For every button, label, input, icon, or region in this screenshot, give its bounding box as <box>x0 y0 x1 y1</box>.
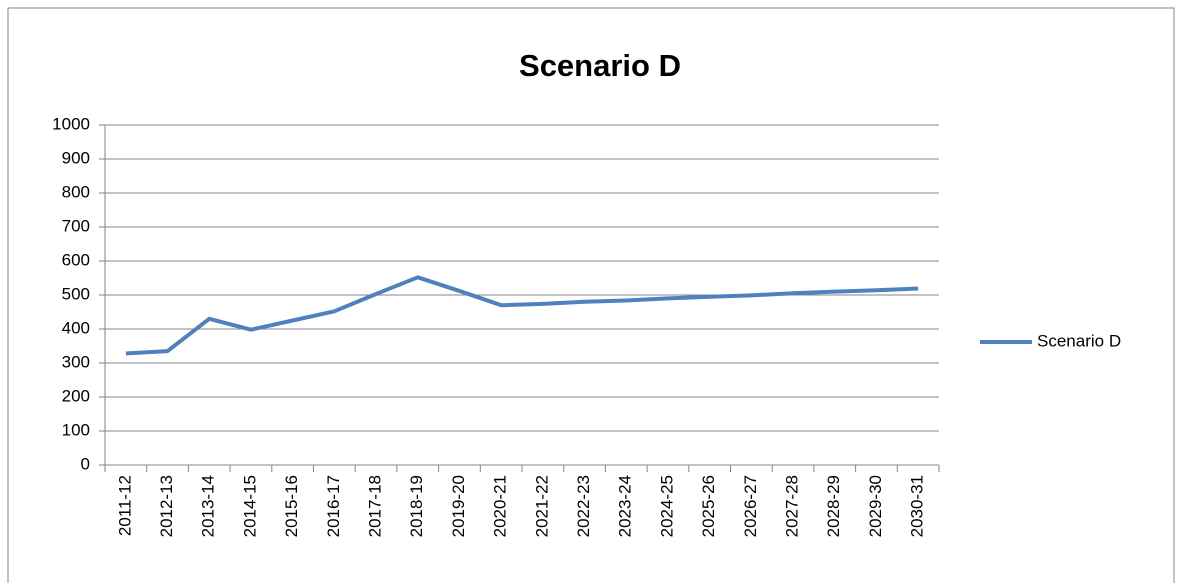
y-tick-label: 600 <box>62 250 90 269</box>
x-tick-label: 2019-20 <box>449 475 468 537</box>
x-tick-label: 2026-27 <box>741 475 760 537</box>
y-tick-label: 0 <box>81 454 90 473</box>
x-tick-label: 2027-28 <box>783 475 802 537</box>
x-tick-label: 2011-12 <box>115 475 134 536</box>
chart-title: Scenario D <box>519 48 681 83</box>
x-tick-label: 2021-22 <box>532 475 551 537</box>
x-tick-label: 2020-21 <box>491 475 510 537</box>
x-tick-label: 2018-19 <box>407 475 426 537</box>
x-tick-label: 2012-13 <box>157 475 176 537</box>
x-tick-label: 2028-29 <box>824 475 843 537</box>
x-tick-label: 2015-16 <box>282 475 301 537</box>
x-tick-label: 2017-18 <box>366 475 385 537</box>
y-tick-label: 700 <box>62 216 90 235</box>
x-tick-label: 2016-17 <box>324 475 343 537</box>
y-tick-label: 900 <box>62 148 90 167</box>
y-tick-label: 300 <box>62 352 90 371</box>
y-tick-label: 1000 <box>52 114 90 133</box>
y-tick-label: 200 <box>62 386 90 405</box>
x-tick-label: 2022-23 <box>574 475 593 537</box>
x-tick-label: 2025-26 <box>699 475 718 537</box>
x-tick-label: 2014-15 <box>240 475 259 537</box>
x-tick-label: 2024-25 <box>657 475 676 537</box>
y-tick-label: 800 <box>62 182 90 201</box>
x-tick-label: 2023-24 <box>616 475 635 537</box>
chart-border <box>7 7 1175 588</box>
legend-label: Scenario D <box>1037 331 1121 350</box>
line-series <box>125 275 919 356</box>
y-tick-label: 400 <box>62 318 90 337</box>
y-tick-label: 500 <box>62 284 90 303</box>
y-tick-label: 100 <box>62 420 90 439</box>
x-tick-label: 2030-31 <box>908 475 927 537</box>
x-tick-label: 2029-30 <box>866 475 885 537</box>
x-tick-label: 2013-14 <box>199 475 218 537</box>
